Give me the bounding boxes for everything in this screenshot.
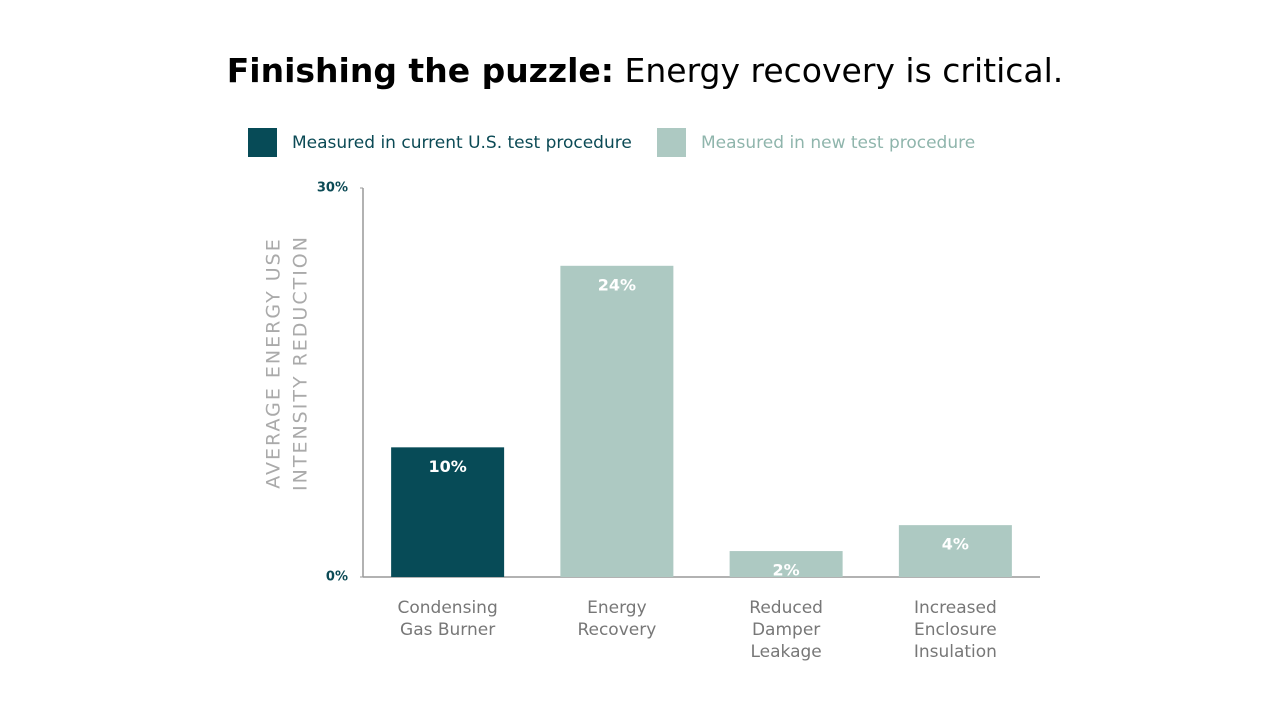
legend-swatch [248, 128, 277, 157]
bar-value-label: 10% [428, 457, 466, 476]
title-emphasis: Finishing the puzzle: [227, 51, 614, 90]
legend-label: Measured in current U.S. test procedure [292, 133, 632, 153]
x-tick-label: Reduced Damper Leakage [749, 598, 823, 662]
bar [391, 447, 505, 577]
bar [898, 525, 1012, 577]
title-rest: Energy recovery is critical. [625, 51, 1064, 90]
bar-value-label: 4% [942, 535, 969, 554]
y-tick-label: 30% [317, 181, 348, 196]
y-axis-label: INTENSITY REDUCTION [290, 235, 312, 491]
legend-label: Measured in new test procedure [701, 133, 975, 153]
y-tick-label: 0% [326, 570, 348, 585]
x-tick-label: Energy Recovery [577, 598, 657, 640]
x-tick-label: Increased Enclosure Insulation [913, 598, 997, 662]
chart-title: Finishing the puzzle: Energy recovery is… [227, 51, 1064, 90]
legend-swatch [657, 128, 686, 157]
bar-value-label: 2% [773, 561, 800, 580]
bar-value-label: 24% [598, 275, 636, 294]
bar [560, 265, 674, 577]
bar [729, 551, 843, 577]
y-axis-label: AVERAGE ENERGY USE [263, 237, 285, 488]
x-tick-label: Condensing Gas Burner [397, 598, 498, 640]
